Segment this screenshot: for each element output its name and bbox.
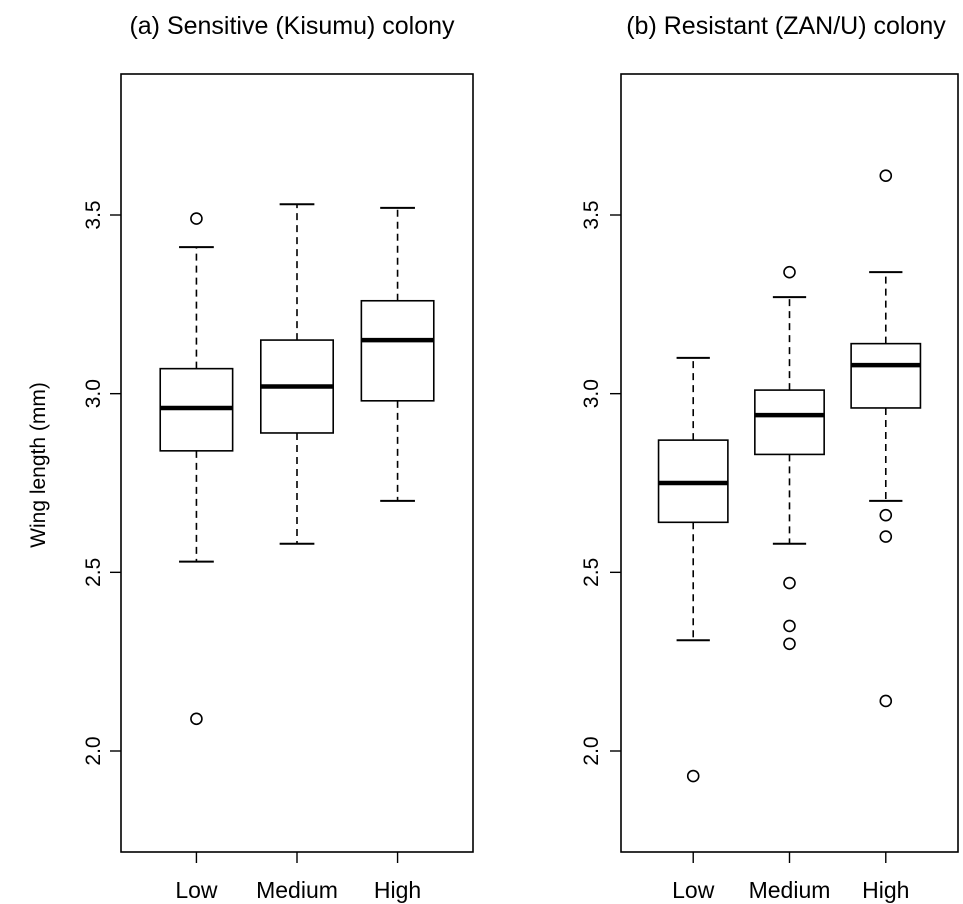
box-medium: Medium — [749, 265, 831, 903]
outlier-point — [783, 576, 796, 590]
y-tick-label: 3.0 — [580, 379, 603, 408]
outlier-point — [686, 769, 700, 783]
outlier-point — [783, 637, 796, 651]
y-tick-label: 3.5 — [82, 200, 105, 229]
iqr-box — [754, 389, 825, 456]
x-tick-label: High — [374, 877, 421, 903]
panel-b: (b) Resistant (ZAN/U) colony 2.0 2.5 3.0 3.5… — [580, 12, 959, 903]
outlier-point — [879, 530, 893, 543]
x-tick-label: Low — [175, 877, 218, 903]
outlier-point — [783, 619, 796, 633]
outlier-point — [783, 265, 796, 279]
box-medium: Medium — [256, 203, 338, 903]
y-tick-label: 2.5 — [82, 558, 105, 587]
outlier-point — [879, 169, 893, 182]
x-tick-label: High — [862, 877, 909, 903]
outlier-point — [879, 694, 893, 708]
y-tick-label: 3.5 — [580, 200, 603, 229]
panel-a: (a) Sensitive (Kisumu) colony 2.0 2.5 3.0 3.… — [82, 12, 474, 903]
iqr-box — [360, 299, 435, 402]
box-high: High — [360, 206, 435, 903]
y-tick-label: 3.0 — [82, 379, 105, 408]
iqr-box — [850, 342, 922, 409]
box-low: Low — [159, 212, 234, 903]
box-low: Low — [657, 356, 729, 903]
panel-title: (a) Sensitive (Kisumu) colony — [129, 12, 455, 40]
outlier-point — [190, 712, 203, 726]
x-tick-label: Medium — [256, 877, 338, 903]
y-axis-label: Wing length (mm) — [27, 382, 50, 548]
x-tick-label: Medium — [749, 877, 831, 903]
x-tick-label: Low — [672, 877, 715, 903]
outlier-point — [879, 508, 893, 522]
y-tick-label: 2.0 — [580, 736, 603, 765]
box-high: High — [850, 169, 922, 903]
y-tick-label: 2.5 — [580, 558, 603, 587]
panel-title: (b) Resistant (ZAN/U) colony — [626, 12, 946, 40]
outlier-point — [190, 212, 203, 225]
y-tick-label: 2.0 — [82, 736, 105, 765]
